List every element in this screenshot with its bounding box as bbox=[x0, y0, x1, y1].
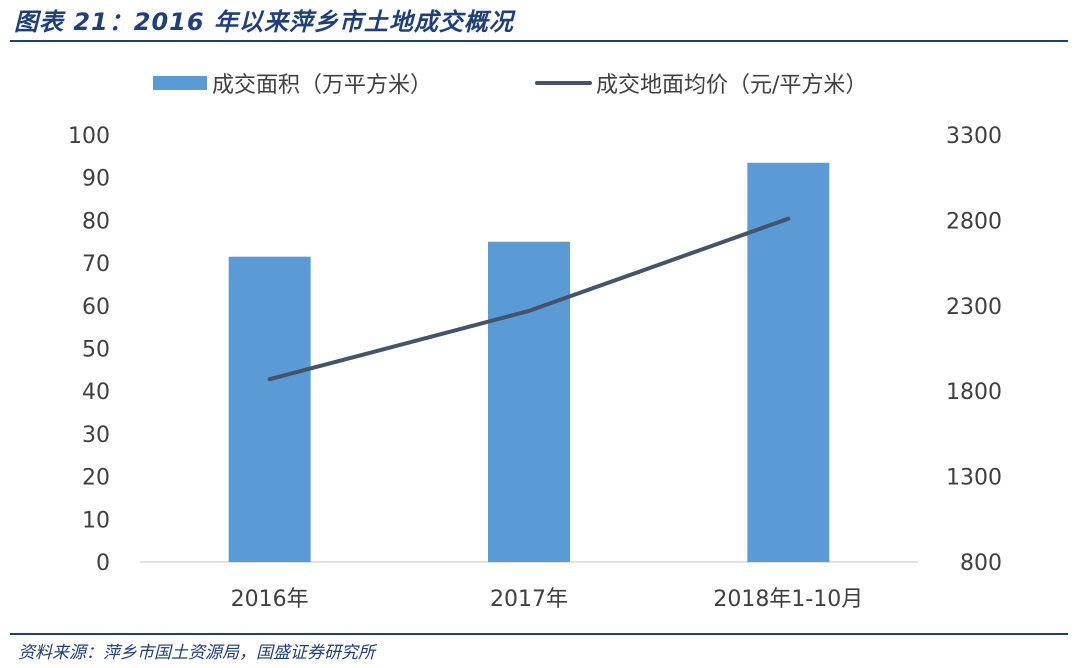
right-tick-label: 2800 bbox=[946, 209, 1002, 234]
legend-line-label: 成交地面均价（元/平方米） bbox=[596, 73, 867, 98]
line-series bbox=[267, 216, 791, 382]
category-label: 2016年 bbox=[231, 587, 309, 612]
right-tick-label: 3300 bbox=[946, 124, 1002, 149]
price-line bbox=[267, 216, 791, 382]
left-tick-label: 40 bbox=[82, 380, 110, 405]
left-tick-label: 70 bbox=[82, 252, 110, 277]
bar-series bbox=[228, 162, 830, 562]
left-axis: 0 10 20 30 40 50 60 70 80 90 100 bbox=[68, 124, 110, 576]
title-rule bbox=[10, 40, 1068, 42]
source-rule bbox=[10, 633, 1068, 635]
x-axis: 2016年 2017年 2018年1-10月 bbox=[231, 587, 864, 612]
left-tick-label: 100 bbox=[68, 124, 110, 149]
right-tick-label: 800 bbox=[960, 551, 1002, 576]
bar-1 bbox=[488, 241, 570, 562]
right-tick-label: 1300 bbox=[946, 466, 1002, 491]
left-tick-label: 0 bbox=[96, 551, 110, 576]
left-tick-label: 20 bbox=[82, 466, 110, 491]
left-tick-label: 10 bbox=[82, 508, 110, 533]
left-tick-label: 60 bbox=[82, 295, 110, 320]
figure-title: 图表 21：2016 年以来萍乡市土地成交概况 bbox=[14, 8, 514, 36]
legend-bar-label: 成交面积（万平方米） bbox=[212, 73, 432, 98]
right-tick-label: 1800 bbox=[946, 380, 1002, 405]
left-tick-label: 50 bbox=[82, 338, 110, 363]
category-label: 2018年1-10月 bbox=[713, 587, 863, 612]
bar-2 bbox=[747, 162, 830, 562]
bar-0 bbox=[228, 256, 311, 562]
legend: 成交面积（万平方米） 成交地面均价（元/平方米） bbox=[153, 73, 867, 98]
left-tick-label: 90 bbox=[82, 167, 110, 192]
right-axis: 800 1300 1800 2300 2800 3300 bbox=[946, 124, 1002, 576]
left-tick-label: 80 bbox=[82, 209, 110, 234]
legend-bar-swatch bbox=[153, 76, 207, 90]
left-tick-label: 30 bbox=[82, 423, 110, 448]
category-label: 2017年 bbox=[490, 587, 568, 612]
source-note: 资料来源：萍乡市国土资源局，国盛证券研究所 bbox=[18, 643, 375, 663]
right-tick-label: 2300 bbox=[946, 295, 1002, 320]
